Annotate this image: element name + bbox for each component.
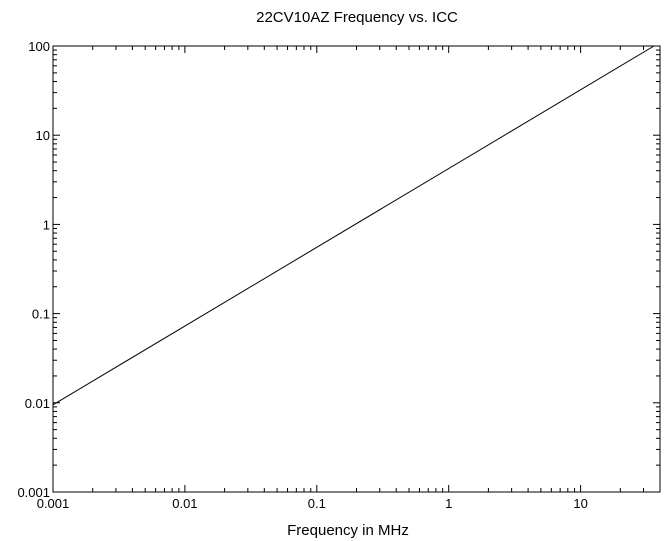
series-line: [52, 45, 655, 406]
x-tick-label: 0.01: [172, 496, 197, 511]
x-tick-label: 0.001: [37, 496, 70, 511]
plot-frame: [52, 45, 661, 493]
x-tick-label: 1: [445, 496, 452, 511]
y-tick-label: 0.1: [32, 307, 50, 322]
y-tick-label: 0.01: [25, 396, 50, 411]
x-axis-label: Frequency in MHz: [287, 522, 409, 539]
y-tick-label: 100: [28, 39, 50, 54]
x-tick-label: 10: [573, 496, 587, 511]
chart-title: 22CV10AZ Frequency vs. ICC: [256, 9, 458, 26]
y-tick-label: 1: [43, 217, 50, 232]
axis-ticks: [52, 45, 661, 493]
axis-tick-labels: 0.001 0.01 0.1 1 10 0.001 0.01 0.1 1 10 100: [17, 39, 587, 511]
x-tick-label: 0.1: [308, 496, 326, 511]
y-tick-label: 0.001: [17, 485, 50, 500]
y-tick-label: 10: [36, 128, 50, 143]
